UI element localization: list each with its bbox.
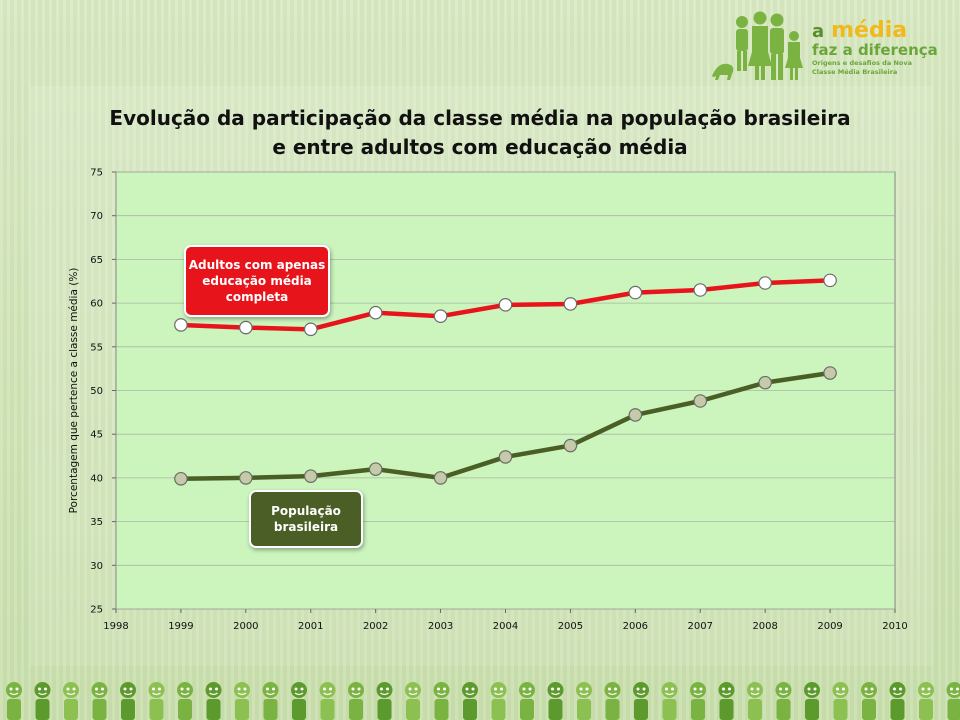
y-tick-label: 30 [90,561,103,572]
child-figure-icon [576,682,592,720]
data-point [628,285,643,300]
x-tick-label: 2003 [428,621,453,632]
logo-subtitle-1: Origens e desafios da Nova [812,59,913,67]
callout-population: População brasileira [249,490,363,548]
logo-subtitle-2: Classe Média Brasileira [812,67,898,76]
logo-tagline: faz a diferença [812,41,938,59]
x-tick-label: 2001 [298,621,323,632]
data-point [498,298,513,312]
y-tick-label: 60 [90,299,103,310]
child-figure-icon [861,682,877,720]
x-tick-label: 2010 [882,621,907,632]
x-tick-label: 2005 [558,621,583,632]
child-figure-icon [34,682,51,720]
family-logo-icon [712,11,803,80]
data-point [433,471,448,485]
data-point [693,394,708,408]
data-point [563,297,578,311]
child-figure-icon [63,682,79,720]
child-figure-icon [747,682,763,720]
data-point [239,471,253,485]
data-point [693,283,708,297]
data-point [498,450,513,464]
child-figure-icon [690,682,706,720]
child-figure-icon [462,682,478,720]
child-figure-icon [604,682,621,720]
y-axis-label: Porcentagem que pertence a classe média … [68,268,80,514]
data-point [174,471,188,486]
callout-adults: Adultos com apenas educação média comple… [184,245,330,317]
x-tick-label: 2008 [752,621,777,632]
x-tick-label: 1999 [168,621,193,632]
child-figure-icon [832,682,849,720]
data-point [823,273,837,288]
child-figure-icon [804,682,820,720]
child-figure-icon [633,682,649,720]
child-figure-icon [177,682,193,720]
child-figure-icon [205,682,222,720]
data-point [368,305,383,320]
child-figure-icon [775,682,792,720]
child-figure-icon [918,682,934,720]
child-figure-icon [291,682,307,720]
child-figure-icon [405,682,421,720]
child-figure-icon [262,682,279,720]
y-tick-label: 35 [90,517,103,528]
data-point [174,318,188,332]
child-figure-icon [661,682,678,720]
data-point [303,469,318,483]
data-point [303,322,318,337]
data-point [239,320,253,335]
data-point [563,438,578,453]
child-figure-icon [718,682,735,720]
data-point [823,366,837,380]
x-tick-label: 2007 [688,621,713,632]
child-figure-icon [148,682,165,720]
child-figure-icon [547,682,564,720]
y-tick-label: 65 [90,255,103,266]
y-tick-label: 70 [90,211,103,222]
y-tick-label: 40 [90,473,103,484]
logo-word-media: média [831,18,908,43]
child-figure-icon [348,682,364,720]
chart-title-line-2: e entre adultos com educação média [272,135,688,159]
child-figure-icon [519,682,535,720]
data-point [368,462,383,476]
decorative-children-border [6,682,960,720]
data-point [758,375,772,390]
child-figure-icon [319,682,336,720]
logo-word-a: a [812,21,825,42]
child-figure-icon [120,682,136,720]
x-tick-label: 2006 [623,621,648,632]
child-figure-icon [91,682,108,720]
child-figure-icon [6,682,22,720]
y-tick-label: 75 [90,168,103,179]
chart-title: Evolução da participação da classe média… [60,104,900,162]
y-tick-label: 25 [90,605,103,616]
x-tick-label: 2009 [817,621,842,632]
data-point [758,276,772,290]
y-tick-label: 45 [90,430,103,441]
child-figure-icon [490,682,507,720]
child-figure-icon [889,682,906,720]
data-point [628,408,643,422]
data-point [433,309,448,324]
x-tick-label: 2002 [363,621,388,632]
y-tick-label: 55 [90,342,103,353]
y-tick-label: 50 [90,386,103,397]
chart-title-line-1: Evolução da participação da classe média… [109,106,851,130]
child-figure-icon [376,682,393,720]
child-figure-icon [433,682,450,720]
child-figure-icon [234,682,250,720]
x-tick-label: 2004 [493,621,518,632]
x-tick-label: 2000 [233,621,258,632]
child-figure-icon [946,682,960,720]
x-tick-label: 1998 [103,621,128,632]
logo: a média faz a diferença Origens e desafi… [702,6,952,88]
